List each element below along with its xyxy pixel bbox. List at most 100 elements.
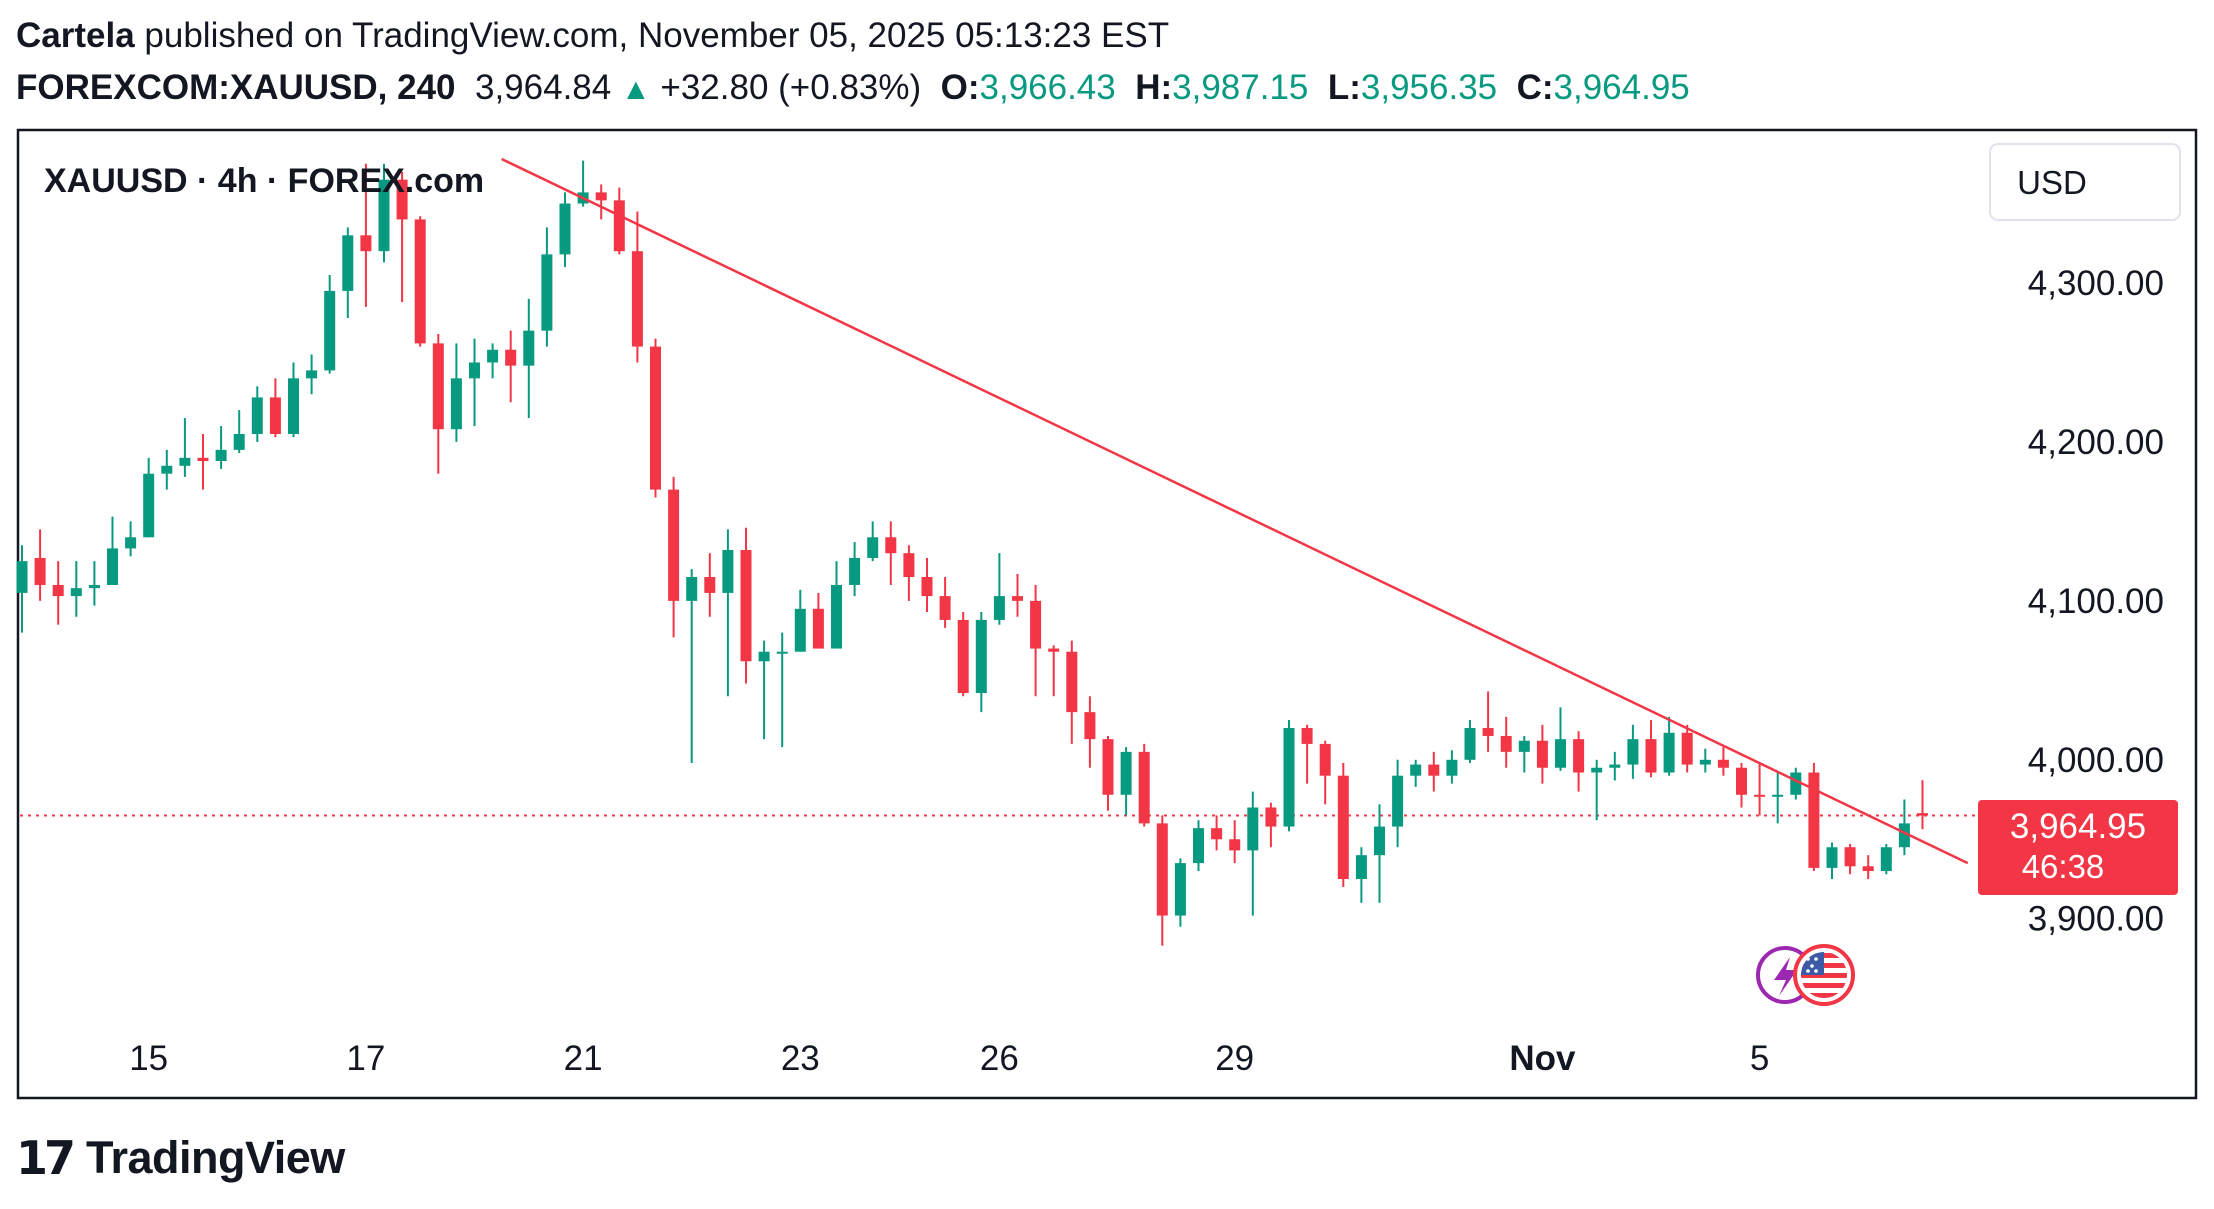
candle-body xyxy=(88,584,100,589)
candle xyxy=(722,529,734,697)
candle xyxy=(1193,820,1204,872)
candle xyxy=(776,632,788,748)
candle-body xyxy=(1663,732,1675,773)
candle-body xyxy=(125,537,137,549)
high-value: 3,987.15 xyxy=(1172,68,1309,107)
candle xyxy=(1066,640,1078,744)
candle xyxy=(1573,731,1585,792)
candle-body xyxy=(650,346,661,490)
open-label: O: xyxy=(940,68,980,107)
candle-body xyxy=(52,584,64,597)
candle xyxy=(179,418,191,477)
open-value: 3,966.43 xyxy=(979,68,1116,107)
candle-body xyxy=(631,251,643,347)
candle xyxy=(432,333,444,474)
candle-body xyxy=(1283,728,1295,827)
chart-frame xyxy=(16,128,2198,1100)
author-name[interactable]: Cartela xyxy=(16,16,135,55)
candle-body xyxy=(215,449,227,462)
candle-body xyxy=(1591,767,1603,773)
candle-body xyxy=(1699,759,1711,765)
tradingview-logo[interactable]: 17 TradingView xyxy=(16,1128,345,1188)
candle xyxy=(1410,759,1422,787)
candle-body xyxy=(306,370,318,379)
candle-body xyxy=(396,179,408,220)
candle xyxy=(758,640,770,740)
candle-body xyxy=(1048,648,1060,652)
candle xyxy=(414,216,426,347)
candle xyxy=(1247,791,1259,916)
candle xyxy=(1084,696,1096,768)
last-price-tag-value: 3,964.95 xyxy=(2010,807,2146,846)
close-label: C: xyxy=(1516,68,1554,107)
low-label: L: xyxy=(1327,68,1361,107)
candle xyxy=(1754,762,1766,816)
y-axis: 4,300.00 4,200.00 4,100.00 4,000.00 3,900.00 xyxy=(2028,264,2164,939)
candle xyxy=(523,298,535,419)
candle-body xyxy=(1229,839,1241,851)
candle-body xyxy=(1555,739,1566,768)
candle xyxy=(1808,762,1820,872)
candle xyxy=(831,561,842,649)
economic-events[interactable] xyxy=(1756,944,1855,1006)
candle-body xyxy=(776,651,788,654)
candle-body xyxy=(288,378,299,434)
candle-body xyxy=(161,465,173,474)
candle xyxy=(1301,724,1313,784)
candle-body xyxy=(1374,826,1385,856)
candle xyxy=(324,275,336,374)
candle-body xyxy=(523,330,535,366)
trend-line[interactable] xyxy=(501,157,1969,865)
candle xyxy=(107,516,118,585)
candle xyxy=(161,449,173,490)
candle xyxy=(1265,802,1277,848)
candle-body xyxy=(1880,847,1892,872)
candle-body xyxy=(1247,807,1259,851)
candle xyxy=(487,343,499,379)
candle xyxy=(1518,735,1530,773)
candle-body xyxy=(1120,751,1132,795)
candle-body xyxy=(1917,813,1928,816)
candle-body xyxy=(1772,794,1784,797)
candle xyxy=(939,577,951,628)
last-price: 3,964.84 xyxy=(474,68,612,107)
candle-body xyxy=(360,235,372,252)
candle xyxy=(1645,720,1657,778)
candle-body xyxy=(686,577,698,601)
candle-body xyxy=(34,557,46,585)
candle xyxy=(613,187,625,255)
candle xyxy=(378,163,390,263)
candle-body xyxy=(1156,823,1168,916)
candle xyxy=(1681,724,1693,773)
candle-body xyxy=(1193,828,1204,864)
candle-body xyxy=(939,596,951,620)
candle xyxy=(1374,804,1385,903)
candle xyxy=(306,354,318,395)
candle-body xyxy=(903,553,915,578)
candle-body xyxy=(1573,739,1585,773)
price-change: +32.80 (+0.83%) xyxy=(660,68,922,107)
candle xyxy=(812,592,824,649)
candle-body xyxy=(1862,866,1874,872)
chart-title: XAUUSD · 4h · FOREX.com xyxy=(44,162,484,200)
candle xyxy=(1699,748,1711,773)
candle xyxy=(541,227,553,347)
candle-body xyxy=(1428,764,1440,776)
candle xyxy=(233,410,245,454)
candle-body xyxy=(324,290,336,371)
candle xyxy=(1283,720,1295,832)
candle-body xyxy=(1609,764,1621,768)
candle-body xyxy=(1518,740,1530,752)
candle xyxy=(1844,844,1856,875)
y-tick-label: 4,200.00 xyxy=(2028,423,2164,462)
candle-body xyxy=(1355,855,1367,880)
candle-body xyxy=(469,362,480,379)
y-tick-label: 4,000.00 xyxy=(2028,741,2164,780)
us-flag-icon[interactable] xyxy=(1793,944,1855,1006)
candle-body xyxy=(722,550,734,593)
candle xyxy=(52,561,64,625)
candle-body xyxy=(1645,739,1657,773)
candle xyxy=(1500,716,1512,768)
currency-button[interactable] xyxy=(1989,143,2181,221)
